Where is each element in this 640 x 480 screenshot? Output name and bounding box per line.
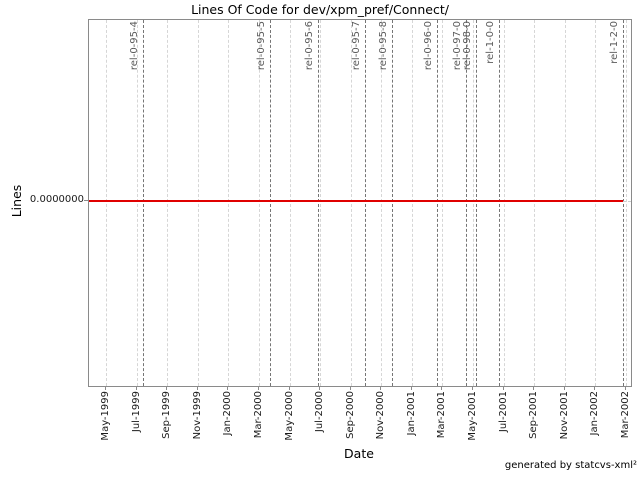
x-tick-label: Mar-2001 [436,391,448,439]
x-tick-mark [349,386,351,390]
x-tick-label: Mar-2002 [619,391,631,439]
release-line [623,20,624,386]
x-gridline [197,20,199,386]
x-axis-title: Date [344,446,374,461]
release-line [365,20,366,386]
y-tick-label: 0.0000000 [29,194,84,205]
release-line [499,20,500,386]
x-tick-mark [410,386,412,390]
x-tick-mark [257,386,259,390]
x-gridline [228,20,230,386]
x-gridline [473,20,475,386]
x-tick-label: Jan-2000 [222,391,234,436]
release-line [392,20,393,386]
x-gridline [595,20,597,386]
x-gridline [289,20,291,386]
x-gridline [442,20,444,386]
release-line [476,20,477,386]
x-tick-label: Mar-2000 [252,391,264,439]
x-tick-mark [288,386,290,390]
x-gridline [106,20,107,386]
x-gridline [625,20,627,386]
x-tick-mark [594,386,596,390]
x-tick-mark [135,386,137,390]
x-tick-label: Nov-1999 [191,391,203,440]
release-line [466,20,467,386]
release-label: rel-0-95-5 [256,21,267,71]
x-tick-label: Sep-1999 [161,391,173,439]
release-line [270,20,271,386]
x-tick-mark [624,386,626,390]
x-gridline [167,20,169,386]
x-tick-label: May-2001 [467,391,479,441]
release-line [318,20,319,386]
release-label: rel-0-96-0 [423,21,434,71]
x-tick-mark [380,386,382,390]
release-line [437,20,438,386]
release-label: rel-1-0-0 [485,21,496,64]
x-tick-label: May-1999 [100,391,111,441]
x-tick-label: Jan-2002 [589,391,601,436]
x-gridline [503,20,505,386]
x-tick-mark [472,386,474,390]
x-tick-mark [166,386,168,390]
release-label: rel-0-98-0 [462,21,473,71]
x-gridline [258,20,260,386]
x-tick-mark [227,386,229,390]
release-label: rel-0-95-7 [351,21,362,71]
release-label: rel-1-2-0 [609,21,620,64]
x-tick-label: Jul-2001 [497,391,509,433]
x-tick-mark [196,386,198,390]
x-tick-label: Sep-2001 [528,391,540,439]
x-tick-label: Nov-2000 [375,391,387,440]
x-gridline [136,20,138,386]
x-tick-mark [105,386,106,390]
x-tick-label: May-2000 [283,391,295,441]
x-tick-mark [563,386,565,390]
plot-area [88,19,632,387]
x-tick-mark [319,386,321,390]
release-line [143,20,144,386]
x-gridline [381,20,383,386]
x-gridline [320,20,322,386]
x-tick-label: Jul-2000 [314,391,326,433]
x-tick-mark [502,386,504,390]
x-gridline [411,20,413,386]
loc-series-line [89,200,623,202]
x-tick-mark [533,386,535,390]
chart-title: Lines Of Code for dev/xpm_pref/Connect/ [191,2,449,17]
x-gridline [564,20,566,386]
credit-text: generated by statcvs-xml² [504,460,637,471]
x-gridline [534,20,536,386]
release-label: rel-0-95-8 [378,21,389,71]
release-label: rel-0-95-6 [304,21,315,71]
x-gridline [350,20,352,386]
x-tick-label: Sep-2000 [344,391,356,439]
x-tick-label: Jul-1999 [130,391,142,433]
x-tick-mark [441,386,443,390]
x-tick-label: Nov-2001 [558,391,570,440]
y-tick-mark [84,200,88,201]
x-tick-label: Jan-2001 [405,391,417,436]
release-label: rel-0-95-4 [129,21,140,71]
